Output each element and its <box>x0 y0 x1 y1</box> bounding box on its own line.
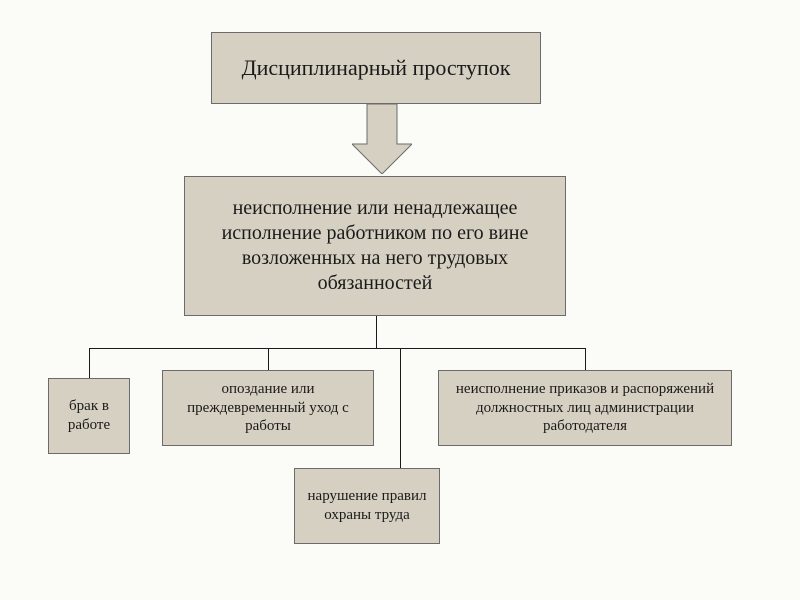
connector-to-leaf1 <box>89 348 90 378</box>
leaf-text: нарушение правил охраны труда <box>305 487 429 525</box>
definition-box: неисполнение или ненадлежащее исполнение… <box>184 176 566 316</box>
leaf-box-safety: нарушение правил охраны труда <box>294 468 440 544</box>
connector-to-leaf4 <box>400 348 401 468</box>
connector-to-leaf2 <box>268 348 269 370</box>
leaf-text: неисполнение приказов и распоряжений дол… <box>449 380 721 436</box>
title-text: Дисциплинарный проступок <box>242 54 511 82</box>
title-box: Дисциплинарный проступок <box>211 32 541 104</box>
diagram-canvas: Дисциплинарный проступок неисполнение ил… <box>0 0 800 600</box>
leaf-text: опоздание или преждевременный уход с раб… <box>173 380 363 436</box>
leaf-box-defect: брак в работе <box>48 378 130 454</box>
connector-horizontal <box>89 348 586 349</box>
definition-text: неисполнение или ненадлежащее исполнение… <box>195 196 555 296</box>
leaf-box-orders: неисполнение приказов и распоряжений дол… <box>438 370 732 446</box>
down-arrow-icon <box>352 104 412 174</box>
leaf-box-lateness: опоздание или преждевременный уход с раб… <box>162 370 374 446</box>
connector-drop <box>376 316 377 348</box>
connector-to-leaf3 <box>585 348 586 370</box>
leaf-text: брак в работе <box>59 397 119 435</box>
